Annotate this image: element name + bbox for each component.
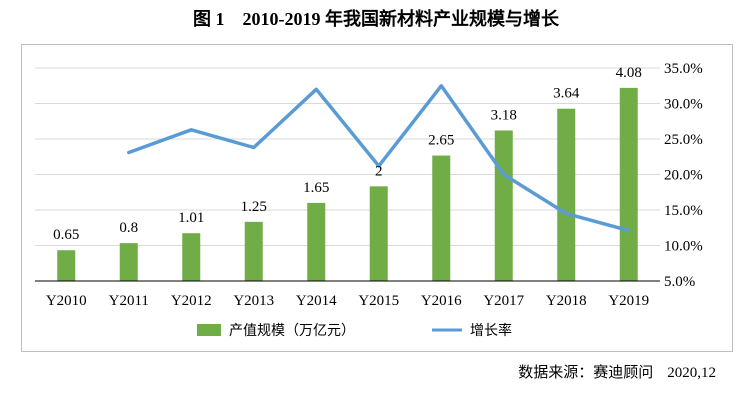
bar (494, 130, 513, 281)
x-axis-tick-label: Y2016 (421, 293, 462, 309)
bar-value-label: 0.65 (53, 227, 79, 243)
legend: 产值规模（万亿元） 增长率 (197, 322, 512, 339)
bar (307, 202, 326, 281)
bar-value-label: 0.8 (119, 220, 138, 236)
x-axis-tick-label: Y2013 (233, 293, 274, 309)
bar (182, 233, 201, 281)
right-axis-tick-label: 15.0% (664, 203, 703, 219)
x-axis-tick-label: Y2012 (171, 293, 212, 309)
legend-bar-label: 产值规模（万亿元） (229, 323, 355, 339)
x-axis-tick-label: Y2014 (296, 293, 337, 309)
source-text: 数据来源：赛迪顾问 (518, 363, 654, 381)
bar (432, 155, 451, 281)
gridlines (35, 67, 660, 246)
bar (369, 186, 388, 281)
x-axis-tick-label: Y2018 (546, 293, 587, 309)
axes: 5.0% 10.0% 15.0% 20.0% 25.0% 30.0% 35.0% Y2010 Y… (35, 61, 703, 309)
bar-value-label: 1.25 (241, 199, 267, 215)
x-axis-tick-label: Y2019 (608, 293, 649, 309)
bar (119, 243, 138, 281)
right-axis-tick-label: 5.0% (664, 274, 695, 290)
line-series (127, 84, 631, 233)
right-axis-tick-label: 20.0% (664, 168, 703, 184)
chart-title: 图 1 2010-2019 年我国新材料产业规模与增长 (193, 9, 559, 29)
x-axis-tick-label: Y2017 (483, 293, 524, 309)
bar-value-label: 1.01 (178, 210, 204, 226)
bar (619, 87, 638, 281)
bar-value-label: 3.64 (553, 86, 580, 102)
bar (557, 108, 576, 281)
right-axis-tick-label: 25.0% (664, 132, 703, 148)
x-axis-tick-label: Y2015 (358, 293, 399, 309)
bar-value-label: 1.65 (303, 180, 329, 196)
bar-value-label: 4.08 (616, 65, 642, 81)
legend-bar-swatch (197, 324, 221, 336)
right-axis-tick-label: 35.0% (664, 61, 703, 77)
legend-line-label: 增长率 (470, 322, 512, 339)
source-date: 2020,12 (667, 365, 716, 381)
right-axis-tick-label: 10.0% (664, 239, 703, 255)
chart-frame (21, 44, 733, 352)
bar-value-label: 2.65 (428, 133, 454, 149)
right-axis-tick-label: 30.0% (664, 97, 703, 113)
data-labels: 0.65 0.8 1.01 1.25 1.65 2 2.65 3.18 3.64 4.08 (53, 65, 642, 243)
bar-value-label: 3.18 (491, 107, 517, 123)
x-axis-tick-label: Y2011 (109, 293, 149, 309)
x-axis-tick-label: Y2010 (46, 293, 87, 309)
bar (57, 250, 76, 281)
bar-value-label: 2 (375, 163, 383, 179)
bar (244, 221, 263, 281)
source-note: 数据来源：赛迪顾问 2020,12 (518, 360, 716, 385)
bar-series (57, 87, 638, 281)
